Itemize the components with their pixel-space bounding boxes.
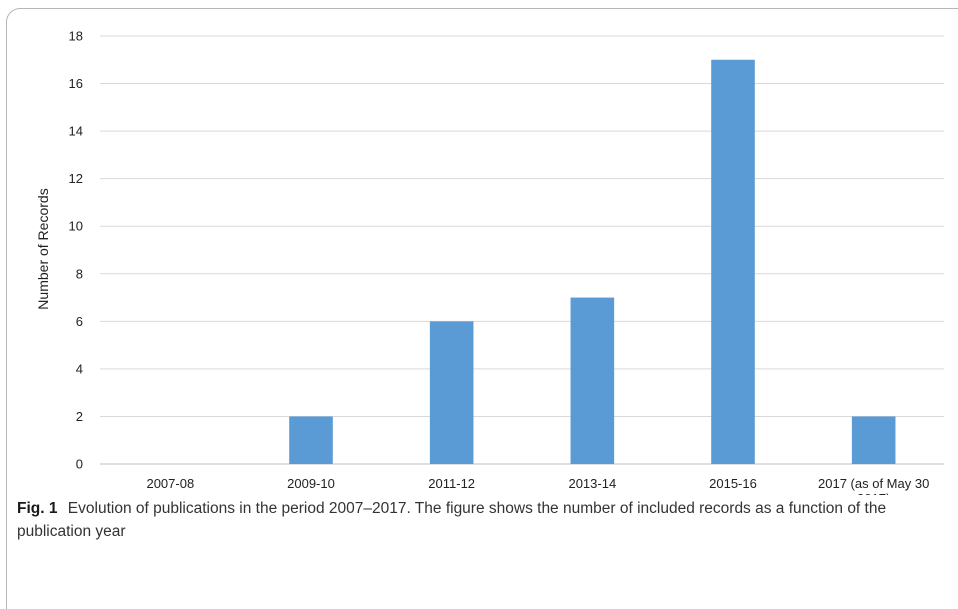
y-tick-label: 14 (69, 124, 83, 139)
x-tick-label: 2009-10 (287, 476, 335, 491)
y-tick-label: 12 (69, 171, 83, 186)
figure-caption-text: Evolution of publications in the period … (17, 500, 887, 540)
bar (851, 416, 896, 464)
x-tick-label: 2015-16 (709, 476, 757, 491)
x-tick-label: 2017) (857, 491, 890, 495)
y-tick-label: 18 (69, 29, 83, 44)
y-tick-label: 16 (69, 76, 83, 91)
bar (289, 416, 333, 464)
y-axis-title: Number of Records (35, 188, 51, 309)
figure-label: Fig. 1 (17, 500, 58, 517)
x-tick-label: 2011-12 (428, 476, 475, 491)
y-tick-label: 4 (76, 361, 83, 376)
gridlines (100, 35, 944, 465)
y-axis-ticks: 0 2 4 6 8 10 12 14 16 18 (69, 29, 83, 472)
bar (570, 297, 615, 464)
bar-chart: 0 2 4 6 8 10 12 14 16 18 2007-08 2009-10 2011-12 201… (35, 29, 944, 495)
bars (289, 59, 896, 465)
x-tick-label: 2017 (as of May 30 (818, 476, 929, 491)
x-axis-ticks: 2007-08 2009-10 2011-12 2013-14 2015-16 2017 … (146, 476, 929, 495)
y-tick-label: 6 (76, 314, 83, 329)
y-tick-label: 2 (76, 409, 83, 424)
bar (429, 321, 474, 464)
y-tick-label: 0 (76, 457, 83, 472)
figure-caption: Fig. 1 Evolution of publications in the … (17, 497, 947, 543)
bar (711, 59, 755, 465)
figure-frame (6, 8, 958, 609)
x-tick-label: 2013-14 (568, 476, 616, 491)
x-tick-label: 2007-08 (146, 476, 194, 491)
y-tick-label: 8 (76, 266, 83, 281)
y-tick-label: 10 (69, 219, 83, 234)
